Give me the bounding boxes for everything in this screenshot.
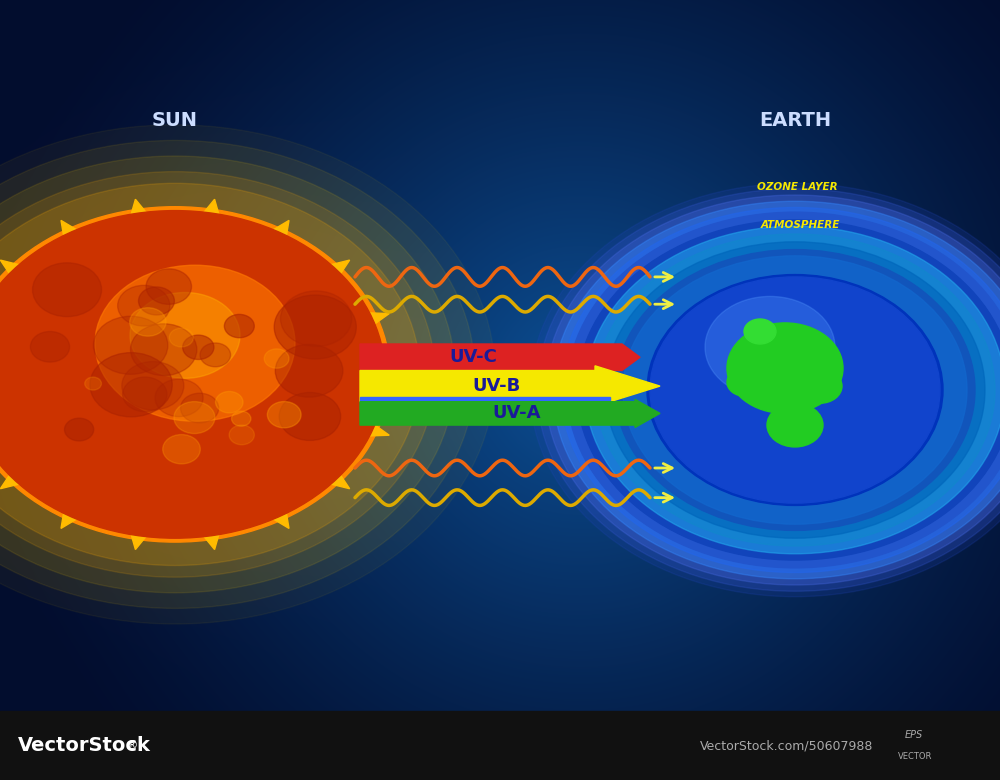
Polygon shape <box>61 495 96 528</box>
Polygon shape <box>254 221 289 254</box>
Text: ATMOSPHERE: ATMOSPHERE <box>760 220 840 229</box>
Circle shape <box>123 377 167 412</box>
Circle shape <box>174 402 215 434</box>
Circle shape <box>122 362 184 410</box>
Circle shape <box>139 287 174 315</box>
Circle shape <box>155 379 203 417</box>
Polygon shape <box>345 412 389 437</box>
FancyArrow shape <box>360 366 660 406</box>
FancyArrow shape <box>360 344 640 370</box>
Circle shape <box>130 292 240 378</box>
Circle shape <box>200 343 231 367</box>
Circle shape <box>545 195 1000 585</box>
Circle shape <box>0 140 475 608</box>
Circle shape <box>93 316 168 374</box>
Circle shape <box>229 425 254 445</box>
Circle shape <box>623 256 967 524</box>
Circle shape <box>232 411 251 426</box>
Circle shape <box>0 218 375 530</box>
Circle shape <box>146 269 192 304</box>
Circle shape <box>279 392 341 441</box>
Circle shape <box>183 335 214 360</box>
Text: SUN: SUN <box>152 112 198 130</box>
Text: EPS: EPS <box>905 730 923 739</box>
Text: ®: ® <box>125 739 138 752</box>
Circle shape <box>65 418 94 441</box>
Circle shape <box>567 212 1000 568</box>
Polygon shape <box>362 361 403 388</box>
Circle shape <box>181 393 219 423</box>
Polygon shape <box>254 495 289 528</box>
Text: VectorStock: VectorStock <box>18 736 151 755</box>
Circle shape <box>727 323 843 413</box>
Circle shape <box>727 368 763 396</box>
Circle shape <box>274 295 356 359</box>
Circle shape <box>10 246 340 503</box>
Circle shape <box>118 285 170 326</box>
Circle shape <box>537 189 1000 591</box>
Circle shape <box>90 353 172 417</box>
Text: UV-A: UV-A <box>493 404 541 423</box>
Polygon shape <box>126 516 159 550</box>
Circle shape <box>224 314 254 338</box>
Circle shape <box>605 242 985 538</box>
Circle shape <box>0 211 385 538</box>
Circle shape <box>0 125 495 624</box>
Circle shape <box>798 369 842 403</box>
Circle shape <box>650 277 940 503</box>
Circle shape <box>0 172 435 577</box>
Circle shape <box>744 319 776 344</box>
Polygon shape <box>191 199 224 233</box>
Circle shape <box>615 250 975 530</box>
Circle shape <box>130 308 166 336</box>
Circle shape <box>530 183 1000 597</box>
Circle shape <box>0 207 390 542</box>
FancyArrow shape <box>360 398 610 402</box>
Circle shape <box>95 265 295 421</box>
Circle shape <box>595 234 995 546</box>
Text: OZONE LAYER: OZONE LAYER <box>757 183 837 192</box>
Circle shape <box>35 265 315 484</box>
Polygon shape <box>0 412 5 437</box>
Text: UV-B: UV-B <box>473 377 521 395</box>
Polygon shape <box>308 260 350 291</box>
Circle shape <box>169 328 193 347</box>
Text: VectorStock.com/50607988: VectorStock.com/50607988 <box>700 739 873 752</box>
Circle shape <box>85 377 101 390</box>
Circle shape <box>267 402 301 428</box>
Polygon shape <box>345 312 389 337</box>
Circle shape <box>131 324 197 375</box>
Polygon shape <box>61 221 96 254</box>
Circle shape <box>163 434 200 464</box>
Polygon shape <box>126 199 159 233</box>
Circle shape <box>767 403 823 447</box>
Text: VECTOR: VECTOR <box>898 752 932 761</box>
Polygon shape <box>0 458 42 489</box>
Bar <box>0 711 1000 780</box>
Circle shape <box>647 275 943 505</box>
Circle shape <box>0 230 360 519</box>
Circle shape <box>33 263 102 317</box>
Circle shape <box>30 332 70 362</box>
Circle shape <box>281 291 352 346</box>
Circle shape <box>264 349 289 368</box>
Circle shape <box>561 207 1000 573</box>
Circle shape <box>553 201 1000 579</box>
Polygon shape <box>0 260 42 291</box>
Polygon shape <box>0 312 5 337</box>
Circle shape <box>0 183 420 566</box>
Polygon shape <box>308 458 350 489</box>
Circle shape <box>705 296 835 398</box>
Polygon shape <box>191 516 224 550</box>
Circle shape <box>585 226 1000 554</box>
Circle shape <box>577 220 1000 560</box>
Text: EARTH: EARTH <box>759 112 831 130</box>
Circle shape <box>275 345 343 397</box>
Circle shape <box>216 392 243 413</box>
FancyArrow shape <box>360 399 660 427</box>
Text: UV-C: UV-C <box>449 348 497 367</box>
Circle shape <box>0 156 455 593</box>
